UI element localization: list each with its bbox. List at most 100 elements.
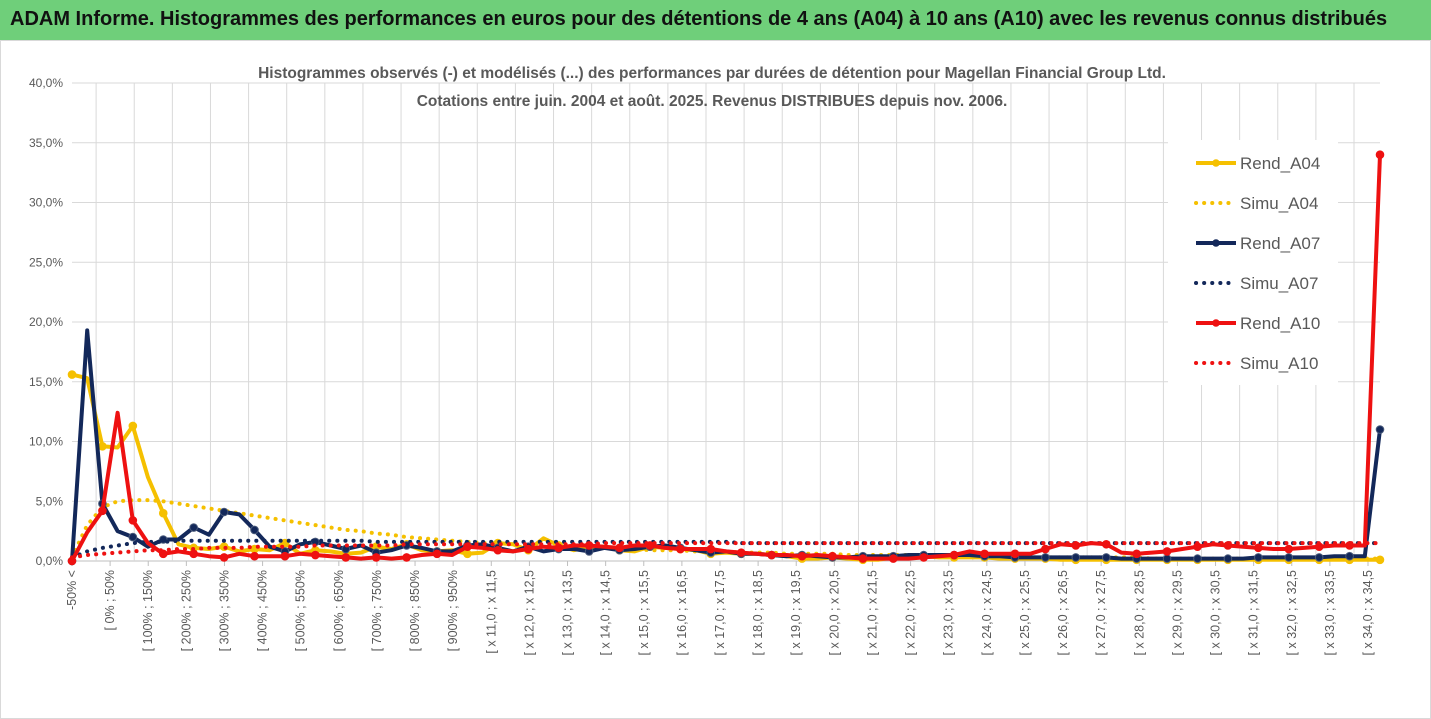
data-point-Rend_A10 (1132, 549, 1141, 559)
x-tick-label: [ x 31,0 ; x 31,5 (1247, 570, 1261, 656)
x-tick-label: [ x 29,0 ; x 29,5 (1170, 570, 1184, 656)
data-point-Rend_A07 (1345, 551, 1354, 561)
x-tick-label: [ x 20,0 ; x 20,5 (827, 570, 841, 656)
legend-label-Rend_A10: Rend_A10 (1240, 314, 1320, 333)
data-point-Rend_A07 (1041, 553, 1050, 562)
data-point-Rend_A10 (949, 550, 959, 560)
x-tick-label: [ x 19,0 ; x 19,5 (789, 570, 803, 656)
data-point-Rend_A07 (1162, 554, 1172, 563)
y-tick-label: 35,0% (29, 136, 63, 150)
page-title: ADAM Informe. Histogrammes des performan… (10, 8, 1388, 30)
x-tick-label: [ x 17,0 ; x 17,5 (713, 570, 727, 656)
x-tick-label: [ 200% ; 250% (179, 570, 193, 651)
data-point-Rend_A10 (676, 544, 685, 554)
legend-label-Rend_A04: Rend_A04 (1240, 154, 1320, 173)
x-tick-label: [ x 28,0 ; x 28,5 (1132, 570, 1146, 656)
data-point-Rend_A10 (493, 545, 503, 555)
y-tick-label: 40,0% (29, 76, 63, 90)
data-point-Rend_A10 (919, 553, 929, 562)
y-tick-label: 5,0% (36, 494, 64, 508)
data-point-Rend_A10 (980, 549, 989, 559)
data-point-Rend_A10 (219, 553, 229, 562)
y-tick-label: 10,0% (29, 435, 63, 449)
data-point-Rend_A10 (402, 553, 411, 562)
series-line-Rend_A10 (70, 154, 1382, 562)
x-tick-label: [ x 32,0 ; x 32,5 (1285, 570, 1299, 656)
data-point-Rend_A10 (98, 506, 107, 516)
chart-title-line-1: Histogrammes observés (-) et modélisés (… (258, 65, 1166, 82)
x-tick-label: [ 800% ; 850% (408, 570, 422, 651)
chart-title-line-2: Cotations entre juin. 2004 et août. 2025… (417, 93, 1008, 110)
x-tick-label: [ 400% ; 450% (256, 570, 270, 651)
x-tick-label: [ x 22,0 ; x 22,5 (904, 570, 918, 656)
x-tick-label: [ 900% ; 950% (446, 570, 460, 651)
data-point-Rend_A10 (250, 551, 259, 561)
series-line-Rend_A04 (71, 372, 1380, 562)
x-axis: -50% < [ 0% ; 50% [ 100% ; 150% [ 200% ; 25… (65, 561, 1375, 655)
data-point-Rend_A07 (1375, 425, 1385, 434)
y-tick-label: 15,0% (29, 375, 63, 389)
legend-marker-Rend_A04 (1212, 159, 1220, 167)
data-point-Rend_A10 (1162, 547, 1172, 556)
x-tick-label: [ x 15,0 ; x 15,5 (637, 570, 651, 656)
data-point-Rend_A10 (1010, 549, 1020, 559)
data-point-Rend_A10 (615, 543, 624, 553)
data-point-Rend_A10 (736, 548, 746, 557)
x-tick-label: [ x 12,0 ; x 12,5 (522, 570, 536, 656)
legend: Rend_A04 Simu_A04 Rend_A07 Simu_A07 Rend_A10… (1168, 140, 1338, 385)
data-point-Rend_A04 (98, 441, 107, 451)
x-tick-label: [ x 26,0 ; x 26,5 (1056, 570, 1070, 656)
data-point-Rend_A10 (889, 554, 898, 563)
legend-label-Simu_A07: Simu_A07 (1240, 274, 1318, 293)
x-tick-label: [ x 14,0 ; x 14,5 (599, 570, 613, 656)
x-tick-label: [ 100% ; 150% (141, 570, 155, 651)
title-bar: ADAM Informe. Histogrammes des performan… (0, 0, 1431, 41)
x-tick-label: [ x 13,0 ; x 13,5 (561, 570, 575, 656)
y-tick-label: 30,0% (29, 196, 63, 210)
data-point-Rend_A04 (128, 421, 138, 431)
legend-label-Rend_A07: Rend_A07 (1240, 234, 1320, 253)
x-tick-label: [ x 23,0 ; x 23,5 (942, 570, 956, 656)
data-point-Rend_A10 (432, 549, 442, 559)
x-tick-label: [ x 25,0 ; x 25,5 (1018, 570, 1032, 656)
x-tick-label: -50% < (65, 570, 79, 610)
series-line-Simu_A10 (70, 541, 1382, 560)
data-point-Rend_A07 (1071, 553, 1081, 562)
data-point-Rend_A10 (128, 516, 138, 525)
data-point-Rend_A07 (1284, 553, 1294, 562)
data-point-Rend_A10 (311, 550, 320, 560)
data-point-Rend_A10 (341, 553, 351, 562)
data-point-Rend_A10 (1375, 150, 1385, 159)
x-tick-label: [ x 18,0 ; x 18,5 (751, 570, 765, 656)
x-tick-label: [ x 33,0 ; x 33,5 (1323, 570, 1337, 656)
data-point-Rend_A10 (280, 551, 290, 561)
legend-label-Simu_A10: Simu_A10 (1240, 354, 1318, 373)
x-tick-label: [ 0% ; 50% (103, 570, 117, 630)
legend-marker-Rend_A10 (1212, 319, 1220, 327)
data-point-Rend_A10 (523, 544, 533, 554)
x-tick-label: [ 500% ; 550% (294, 570, 308, 651)
legend-label-Simu_A04: Simu_A04 (1240, 194, 1318, 213)
legend-box (1168, 140, 1338, 385)
data-point-Rend_A07 (1101, 553, 1111, 562)
x-tick-label: [ x 34,0 ; x 34,5 (1361, 570, 1375, 656)
x-tick-label: [ x 11,0 ; x 11,5 (484, 570, 498, 654)
y-tick-label: 0,0% (36, 554, 64, 568)
y-axis: 0,0% 5,0% 10,0% 15,0% 20,0% 25,0% 30,0% 35,0% 40… (29, 76, 63, 568)
data-point-Rend_A10 (828, 551, 837, 561)
data-point-Rend_A10 (189, 549, 198, 559)
data-point-Rend_A07 (1314, 553, 1324, 562)
data-point-Rend_A04 (1375, 555, 1385, 565)
data-point-Rend_A07 (250, 525, 259, 535)
data-point-Rend_A10 (706, 544, 716, 554)
data-point-Rend_A10 (858, 554, 868, 563)
x-tick-label: [ 300% ; 350% (217, 570, 231, 651)
data-point-Rend_A07 (1254, 553, 1263, 562)
data-point-Rend_A10 (1041, 544, 1050, 554)
data-point-Rend_A04 (67, 370, 77, 379)
data-point-Rend_A07 (128, 532, 138, 542)
data-point-Rend_A10 (371, 553, 381, 562)
data-point-Rend_A10 (797, 551, 807, 561)
x-tick-label: [ 700% ; 750% (370, 570, 384, 651)
